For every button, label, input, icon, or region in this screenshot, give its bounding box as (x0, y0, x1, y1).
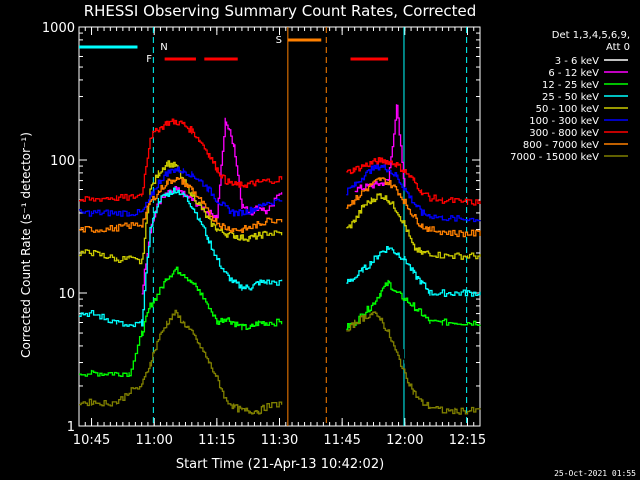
series-line (79, 176, 481, 238)
legend-label: 6 - 12 keV (548, 68, 599, 79)
x-tick-label: 10:45 (73, 433, 110, 448)
x-tick-label: 11:45 (323, 433, 360, 448)
x-tick-label: 12:00 (386, 433, 423, 448)
series-line (79, 163, 481, 223)
legend-label: 7000 - 15000 keV (510, 152, 599, 163)
legend-label: 100 - 300 keV (529, 116, 599, 127)
series-line (141, 177, 414, 405)
series-line (141, 104, 406, 295)
flag-label: S (276, 35, 282, 46)
flag-label: F (146, 54, 152, 65)
footer-timestamp: 25-Oct-2021 01:55 (554, 469, 636, 478)
series-line (79, 266, 481, 378)
y-tick-label: 10 (58, 287, 75, 302)
legend-label: 12 - 25 keV (542, 80, 599, 91)
x-axis-label: Start Time (21-Apr-13 10:42:02) (176, 457, 384, 472)
legend-label: 300 - 800 keV (529, 128, 599, 139)
x-tick-label: 11:30 (261, 433, 298, 448)
legend-label: 3 - 6 keV (555, 56, 599, 67)
legend-header: Det 1,3,4,5,6,9, (552, 30, 630, 41)
plot-axes: 10:45 11:00 11:15 11:30 11:45 12:00 12:15 1 10 10… (42, 21, 486, 448)
series-line (79, 309, 481, 415)
series-line (79, 187, 481, 328)
y-tick-label: 100 (50, 154, 75, 169)
y-tick-label: 1 (67, 420, 75, 435)
chart-title: RHESSI Observing Summary Count Rates, Co… (84, 2, 477, 20)
flag-markers: NF S (79, 35, 389, 65)
x-tick-label: 11:15 (198, 433, 235, 448)
y-tick-label: 1000 (42, 21, 75, 36)
series-line (79, 118, 481, 206)
legend-label: 25 - 50 keV (542, 92, 599, 103)
y-axis-label: Corrected Count Rate (s⁻¹ detector⁻¹) (19, 132, 33, 358)
series-lines (79, 104, 481, 415)
x-tick-label: 12:15 (449, 433, 486, 448)
x-tick-label: 11:00 (135, 433, 172, 448)
flag-label: N (160, 42, 167, 53)
legend-label: 800 - 7000 keV (523, 140, 599, 151)
legend-label: 50 - 100 keV (536, 104, 600, 115)
legend-header: Att 0 (606, 42, 630, 53)
